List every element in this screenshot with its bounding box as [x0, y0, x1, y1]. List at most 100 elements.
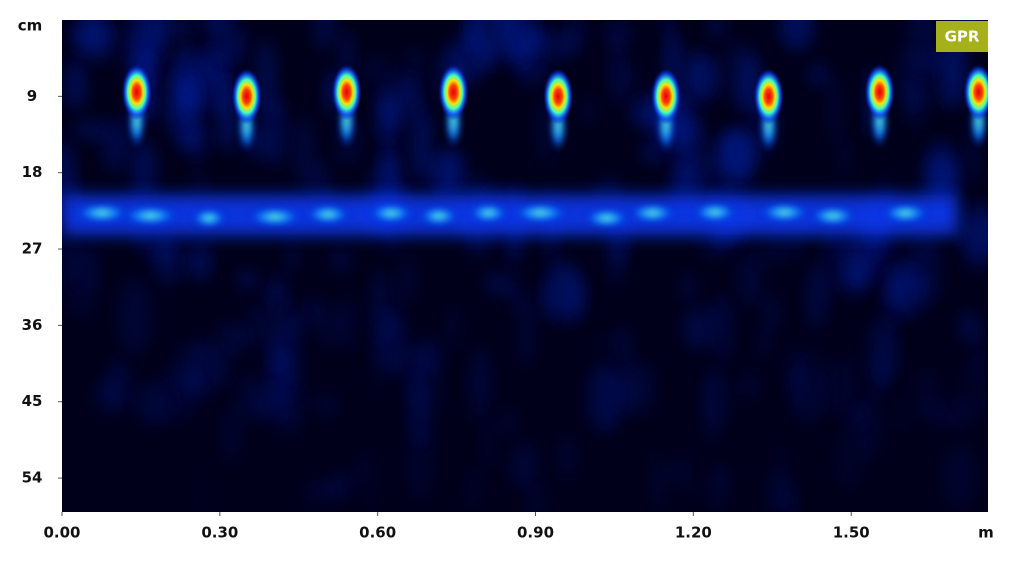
- texture: [316, 300, 344, 350]
- x-tick-label: 0.30: [201, 524, 238, 542]
- texture: [379, 74, 420, 124]
- layer-spot: [511, 202, 570, 223]
- reflection: [753, 68, 784, 125]
- texture: [62, 140, 75, 211]
- texture: [825, 75, 843, 143]
- layer-spot: [121, 205, 180, 226]
- texture: [443, 302, 463, 350]
- texture: [72, 119, 110, 140]
- texture: [153, 235, 185, 287]
- texture: [464, 467, 482, 512]
- reflection: [864, 64, 895, 121]
- texture: [92, 380, 118, 415]
- texture: [779, 20, 814, 51]
- texture: [160, 20, 195, 39]
- texture: [310, 392, 341, 417]
- texture: [679, 270, 698, 305]
- texture: [280, 395, 296, 437]
- texture: [608, 240, 624, 287]
- x-tick-label: 0.60: [359, 524, 396, 542]
- texture: [306, 293, 319, 328]
- texture: [940, 443, 977, 509]
- texture: [199, 20, 230, 34]
- texture: [358, 439, 382, 512]
- reflection: [121, 64, 152, 121]
- texture: [885, 266, 922, 302]
- texture: [740, 371, 759, 400]
- layer-spot: [190, 208, 228, 229]
- texture: [242, 305, 259, 345]
- texture: [940, 34, 967, 109]
- texture: [134, 381, 173, 426]
- texture: [480, 421, 496, 471]
- badge-text: GPR: [945, 28, 980, 46]
- texture: [294, 116, 314, 191]
- texture: [894, 390, 909, 438]
- texture: [341, 293, 356, 352]
- texture: [369, 269, 392, 342]
- texture: [702, 365, 721, 445]
- x-tick-label: 1.50: [833, 524, 870, 542]
- texture: [536, 485, 557, 512]
- texture: [832, 424, 867, 491]
- reflection: [543, 68, 574, 125]
- y-tick-label: 27: [22, 240, 43, 258]
- y-tick-label: 45: [22, 392, 43, 410]
- texture: [183, 77, 199, 124]
- texture: [77, 20, 117, 63]
- texture: [221, 401, 242, 465]
- texture: [682, 308, 714, 350]
- texture: [757, 241, 784, 266]
- texture: [680, 444, 698, 510]
- texture: [400, 47, 428, 82]
- texture: [370, 326, 384, 400]
- y-tick-label: 18: [22, 163, 43, 181]
- layer-spot: [73, 202, 131, 223]
- texture: [592, 362, 624, 432]
- texture: [189, 248, 209, 280]
- texture: [850, 406, 866, 428]
- texture: [469, 345, 491, 422]
- texture: [283, 300, 302, 380]
- layer-spot: [467, 203, 510, 224]
- texture: [546, 260, 585, 325]
- texture: [764, 294, 781, 330]
- texture: [841, 263, 868, 296]
- x-tick-label: 0.90: [517, 524, 554, 542]
- layer-spot: [808, 205, 858, 226]
- texture: [330, 248, 351, 273]
- texture: [180, 379, 203, 401]
- texture: [958, 309, 978, 344]
- texture: [736, 251, 764, 308]
- texture: [236, 372, 268, 423]
- y-unit: cm: [18, 17, 43, 35]
- texture: [549, 31, 575, 61]
- texture: [615, 324, 632, 366]
- texture: [266, 417, 284, 440]
- texture: [618, 54, 638, 103]
- layer-spot: [691, 202, 739, 223]
- texture: [707, 20, 727, 41]
- y-tick-label: 54: [22, 469, 43, 487]
- texture: [864, 316, 897, 392]
- layer-spot: [758, 202, 811, 223]
- texture: [435, 147, 466, 199]
- texture: [212, 31, 250, 60]
- texture: [361, 56, 393, 87]
- texture: [643, 354, 660, 418]
- texture: [582, 95, 596, 128]
- texture: [923, 78, 944, 111]
- layer-spot: [367, 203, 415, 224]
- texture: [171, 337, 201, 416]
- texture: [340, 31, 355, 74]
- texture: [807, 62, 829, 87]
- texture: [131, 140, 156, 201]
- texture: [957, 356, 988, 418]
- texture: [483, 270, 514, 297]
- texture: [518, 293, 535, 369]
- texture: [617, 360, 649, 416]
- texture: [773, 438, 789, 507]
- badge: [936, 21, 988, 52]
- y-tick-label: 36: [22, 316, 43, 334]
- y-tick-label: 9: [27, 87, 37, 105]
